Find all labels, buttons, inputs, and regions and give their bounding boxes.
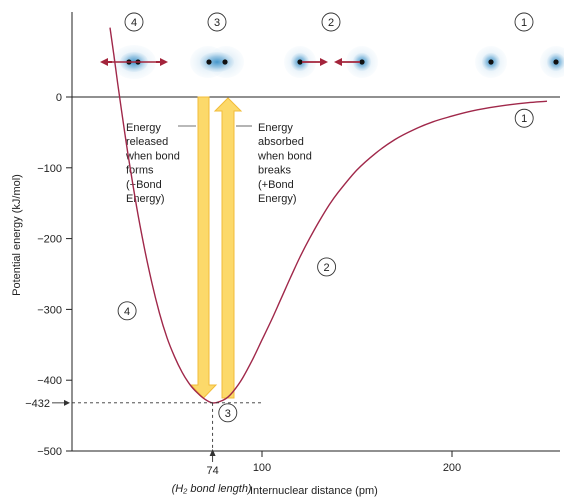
y-ticks: 0 −100 −200 −300 −400 −500 [37, 92, 72, 458]
absorbed-note: Energy absorbed when bond breaks (+Bond Energ… [257, 122, 312, 205]
y-tick-label: −100 [37, 163, 62, 175]
minimum-y-label: −432 [25, 398, 50, 410]
stage-label-3: 3 [214, 17, 220, 29]
note-absorbed-line: Energy) [258, 193, 297, 205]
stage-label-2: 2 [328, 17, 334, 29]
minimum-guides: −432 74 (H₂ bond length) [25, 398, 262, 495]
stage-label-1: 1 [521, 17, 527, 29]
curve-markers: 1 2 3 4 [117, 108, 534, 423]
minimum-y-pointer-head [64, 399, 70, 406]
note-released-line: forms [126, 165, 154, 177]
note-absorbed-line: absorbed [258, 136, 304, 148]
bond-length-note: (H₂ bond length) [172, 483, 252, 495]
note-released-line: released [126, 136, 168, 148]
note-released-line: Energy) [126, 193, 165, 205]
x-axis-title: Internuclear distance (pm) [250, 485, 378, 497]
released-arrow [189, 96, 218, 399]
curve-marker-3: 3 [218, 403, 238, 423]
curve-marker-label: 3 [225, 408, 231, 420]
curve-marker-1: 1 [514, 108, 534, 128]
note-absorbed-line: when bond [257, 150, 312, 162]
curve-marker-4: 4 [117, 301, 137, 321]
y-tick-label: −400 [37, 375, 62, 387]
curve-marker-label: 4 [124, 306, 130, 318]
curve-marker-circle [218, 403, 238, 423]
minimum-x-label: 74 [206, 465, 218, 477]
note-absorbed-line: (+Bond [258, 179, 294, 191]
curve-marker-label: 1 [521, 113, 527, 125]
x-ticks: 100 200 [253, 451, 461, 474]
minimum-x-pointer-head [209, 449, 216, 456]
stage-3-molecule [190, 46, 244, 78]
stage-1-atoms [475, 46, 564, 78]
curve-marker-circle [117, 301, 137, 321]
note-released-line: (−Bond [126, 179, 162, 191]
note-absorbed-line: Energy [258, 122, 293, 134]
absorbed-arrow [213, 97, 243, 399]
released-note: Energy released when bond forms (−Bond Energy… [125, 122, 180, 205]
stage-illustrations [100, 45, 564, 79]
potential-energy-curve [109, 27, 548, 404]
note-released-line: when bond [125, 150, 180, 162]
stage-2-atoms [284, 46, 378, 78]
stage-4-molecule [100, 45, 168, 79]
stage-labels: 4 3 2 1 [124, 12, 534, 32]
curve-marker-circle [317, 257, 337, 277]
x-tick-label: 200 [443, 462, 461, 474]
note-released-line: Energy [126, 122, 161, 134]
stage-label-4: 4 [131, 17, 137, 29]
curve-marker-2: 2 [317, 257, 337, 277]
y-tick-label: 0 [56, 92, 62, 104]
energy-arrows [189, 96, 243, 399]
y-tick-label: −300 [37, 304, 62, 316]
x-tick-label: 100 [253, 462, 271, 474]
curve-marker-circle [514, 108, 534, 128]
note-absorbed-line: breaks [258, 165, 292, 177]
y-tick-label: −500 [37, 446, 62, 458]
y-axis-title: Potential energy (kJ/mol) [11, 174, 23, 296]
y-tick-label: −200 [37, 234, 62, 246]
curve-marker-label: 2 [324, 262, 330, 274]
